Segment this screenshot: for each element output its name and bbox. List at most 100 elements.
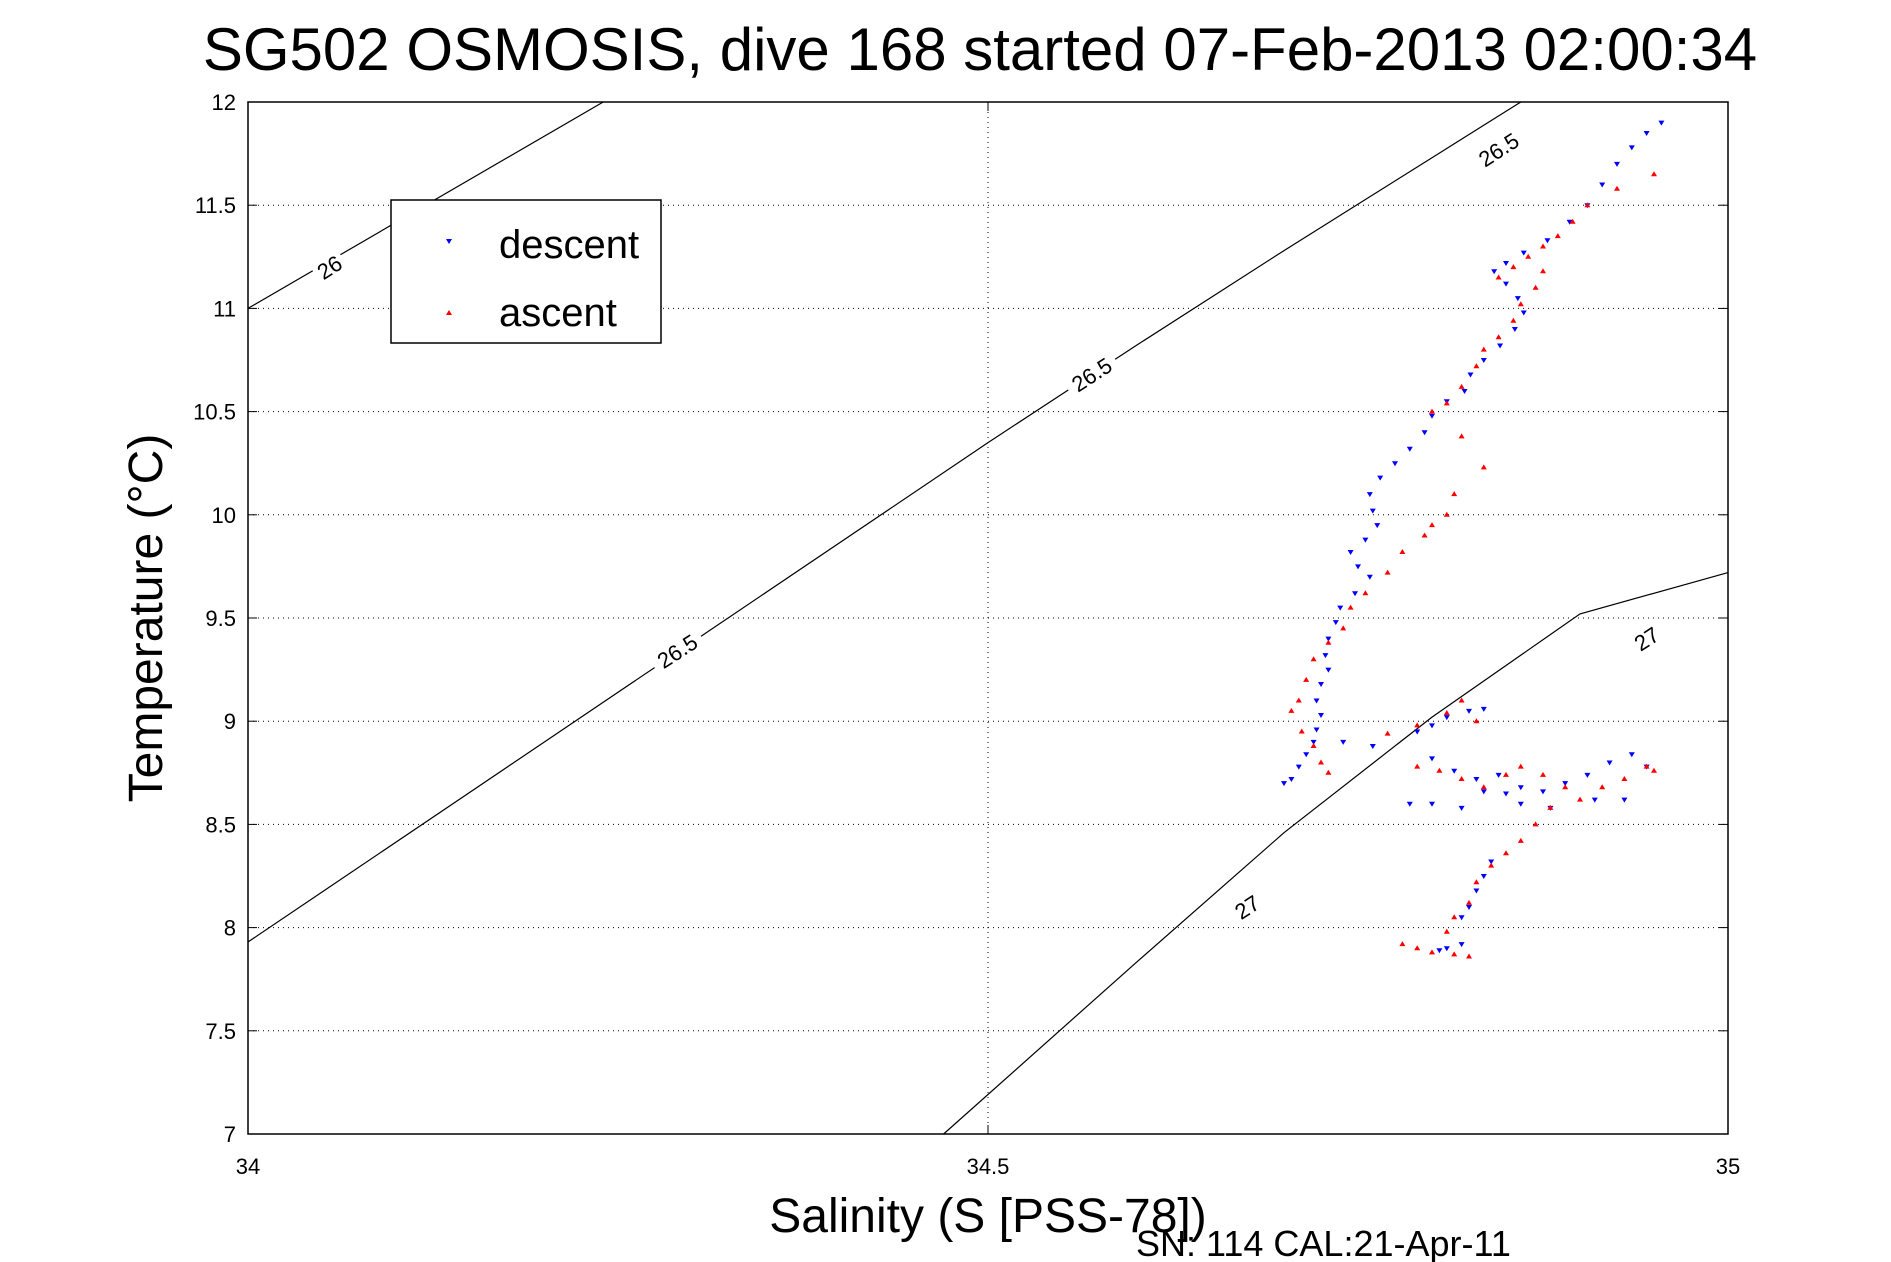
ascent-point <box>1540 243 1546 249</box>
ascent-point <box>1399 941 1406 947</box>
descent-point <box>1495 772 1502 778</box>
descent-point <box>1491 269 1498 275</box>
isopycnal-line <box>247 101 1522 943</box>
descent-point <box>1429 413 1435 419</box>
ascent-point <box>1651 171 1657 177</box>
legend-descent-marker <box>446 239 452 244</box>
descent-point <box>1503 281 1509 287</box>
ascent-point <box>1384 569 1391 575</box>
descent-point <box>1540 789 1546 795</box>
descent-point <box>1406 446 1413 452</box>
ascent-point <box>1503 850 1509 856</box>
ascent-point <box>1310 656 1317 662</box>
descent-point <box>1429 801 1435 807</box>
ascent-point <box>1599 784 1606 790</box>
x-tick-label: 34 <box>236 1154 260 1179</box>
legend-descent-label: descent <box>499 223 639 267</box>
ascent-point <box>1473 879 1480 885</box>
ascent-point <box>1318 759 1324 765</box>
descent-point <box>1337 605 1344 611</box>
legend: descent ascent <box>390 199 662 344</box>
ascent-point <box>1429 522 1435 528</box>
ascent-point <box>1577 796 1583 802</box>
descent-point <box>1643 130 1650 136</box>
descent-point <box>1313 727 1320 733</box>
descent-point <box>1599 182 1606 188</box>
descent-point <box>1514 296 1521 302</box>
ascent-point <box>1525 253 1532 259</box>
descent-point <box>1458 942 1465 948</box>
ascent-point <box>1340 625 1347 631</box>
descent-point <box>1584 772 1591 778</box>
x-tick-label: 34.5 <box>967 1154 1010 1179</box>
y-tick-label: 10.5 <box>193 400 236 425</box>
ascent-point <box>1517 763 1524 769</box>
data-points <box>1281 120 1665 959</box>
ascent-point <box>1510 317 1517 323</box>
ascent-point <box>1325 639 1332 645</box>
descent-point <box>1614 161 1620 167</box>
descent-point <box>1480 706 1487 712</box>
ascent-point <box>1562 784 1569 790</box>
legend-ascent-label: ascent <box>499 291 617 335</box>
descent-point <box>1443 715 1450 721</box>
descent-point <box>1480 789 1487 795</box>
descent-point <box>1497 343 1504 349</box>
descent-point <box>1347 549 1354 555</box>
descent-point <box>1621 797 1628 803</box>
descent-point <box>1461 388 1468 394</box>
descent-point <box>1355 564 1361 570</box>
descent-point <box>1466 708 1472 714</box>
ascent-point <box>1532 821 1539 827</box>
y-tick-label: 9 <box>224 709 236 734</box>
ascent-point <box>1480 464 1487 470</box>
y-tick-label: 12 <box>212 90 236 115</box>
descent-point <box>1473 888 1480 894</box>
ascent-point <box>1429 949 1435 955</box>
descent-point <box>1606 760 1613 766</box>
descent-point <box>1369 508 1376 514</box>
descent-point <box>1374 523 1381 529</box>
ascent-point <box>1458 433 1465 439</box>
ascent-point <box>1429 408 1435 414</box>
ascent-point <box>1584 202 1591 208</box>
y-tick-label: 10 <box>212 503 236 528</box>
descent-point <box>1377 475 1384 481</box>
descent-point <box>1503 791 1509 797</box>
ascent-point <box>1310 742 1317 748</box>
chart-title: SG502 OSMOSIS, dive 168 started 07-Feb-2… <box>203 16 1757 83</box>
descent-point <box>1503 260 1509 266</box>
descent-point <box>1480 874 1487 879</box>
descent-point <box>1511 327 1518 333</box>
ascent-point <box>1414 945 1421 951</box>
legend-box <box>390 199 662 344</box>
ascent-point <box>1288 707 1295 713</box>
descent-point <box>1325 636 1332 642</box>
descent-point <box>1421 430 1428 436</box>
ascent-point <box>1451 914 1458 920</box>
descent-point <box>1429 756 1435 762</box>
descent-point <box>1458 805 1465 811</box>
grid <box>248 102 1728 1134</box>
contour-label-bg <box>1226 887 1268 927</box>
contour-label-bg <box>646 624 708 678</box>
contour-label: 26 <box>313 250 347 284</box>
ascent-point <box>1466 899 1472 905</box>
descent-point <box>1369 743 1376 749</box>
ascent-point <box>1554 233 1561 239</box>
ascent-point <box>1384 730 1391 736</box>
ascent-point <box>1547 804 1554 810</box>
ascent-point <box>1443 928 1450 934</box>
ascent-point <box>1458 775 1465 781</box>
descent-point <box>1318 713 1324 719</box>
descent-point <box>1340 739 1347 745</box>
ascent-point <box>1480 346 1487 352</box>
descent-point <box>1520 310 1527 316</box>
descent-point <box>1436 948 1443 954</box>
footer-serial-cal: SN: 114 CAL:21-Apr-11 <box>1136 1223 1511 1262</box>
contour-label-bg <box>1468 123 1530 176</box>
ascent-point <box>1540 268 1546 274</box>
x-ticks: 34 34.5 35 <box>236 102 1740 1179</box>
isopycnal-line <box>943 572 1729 1135</box>
